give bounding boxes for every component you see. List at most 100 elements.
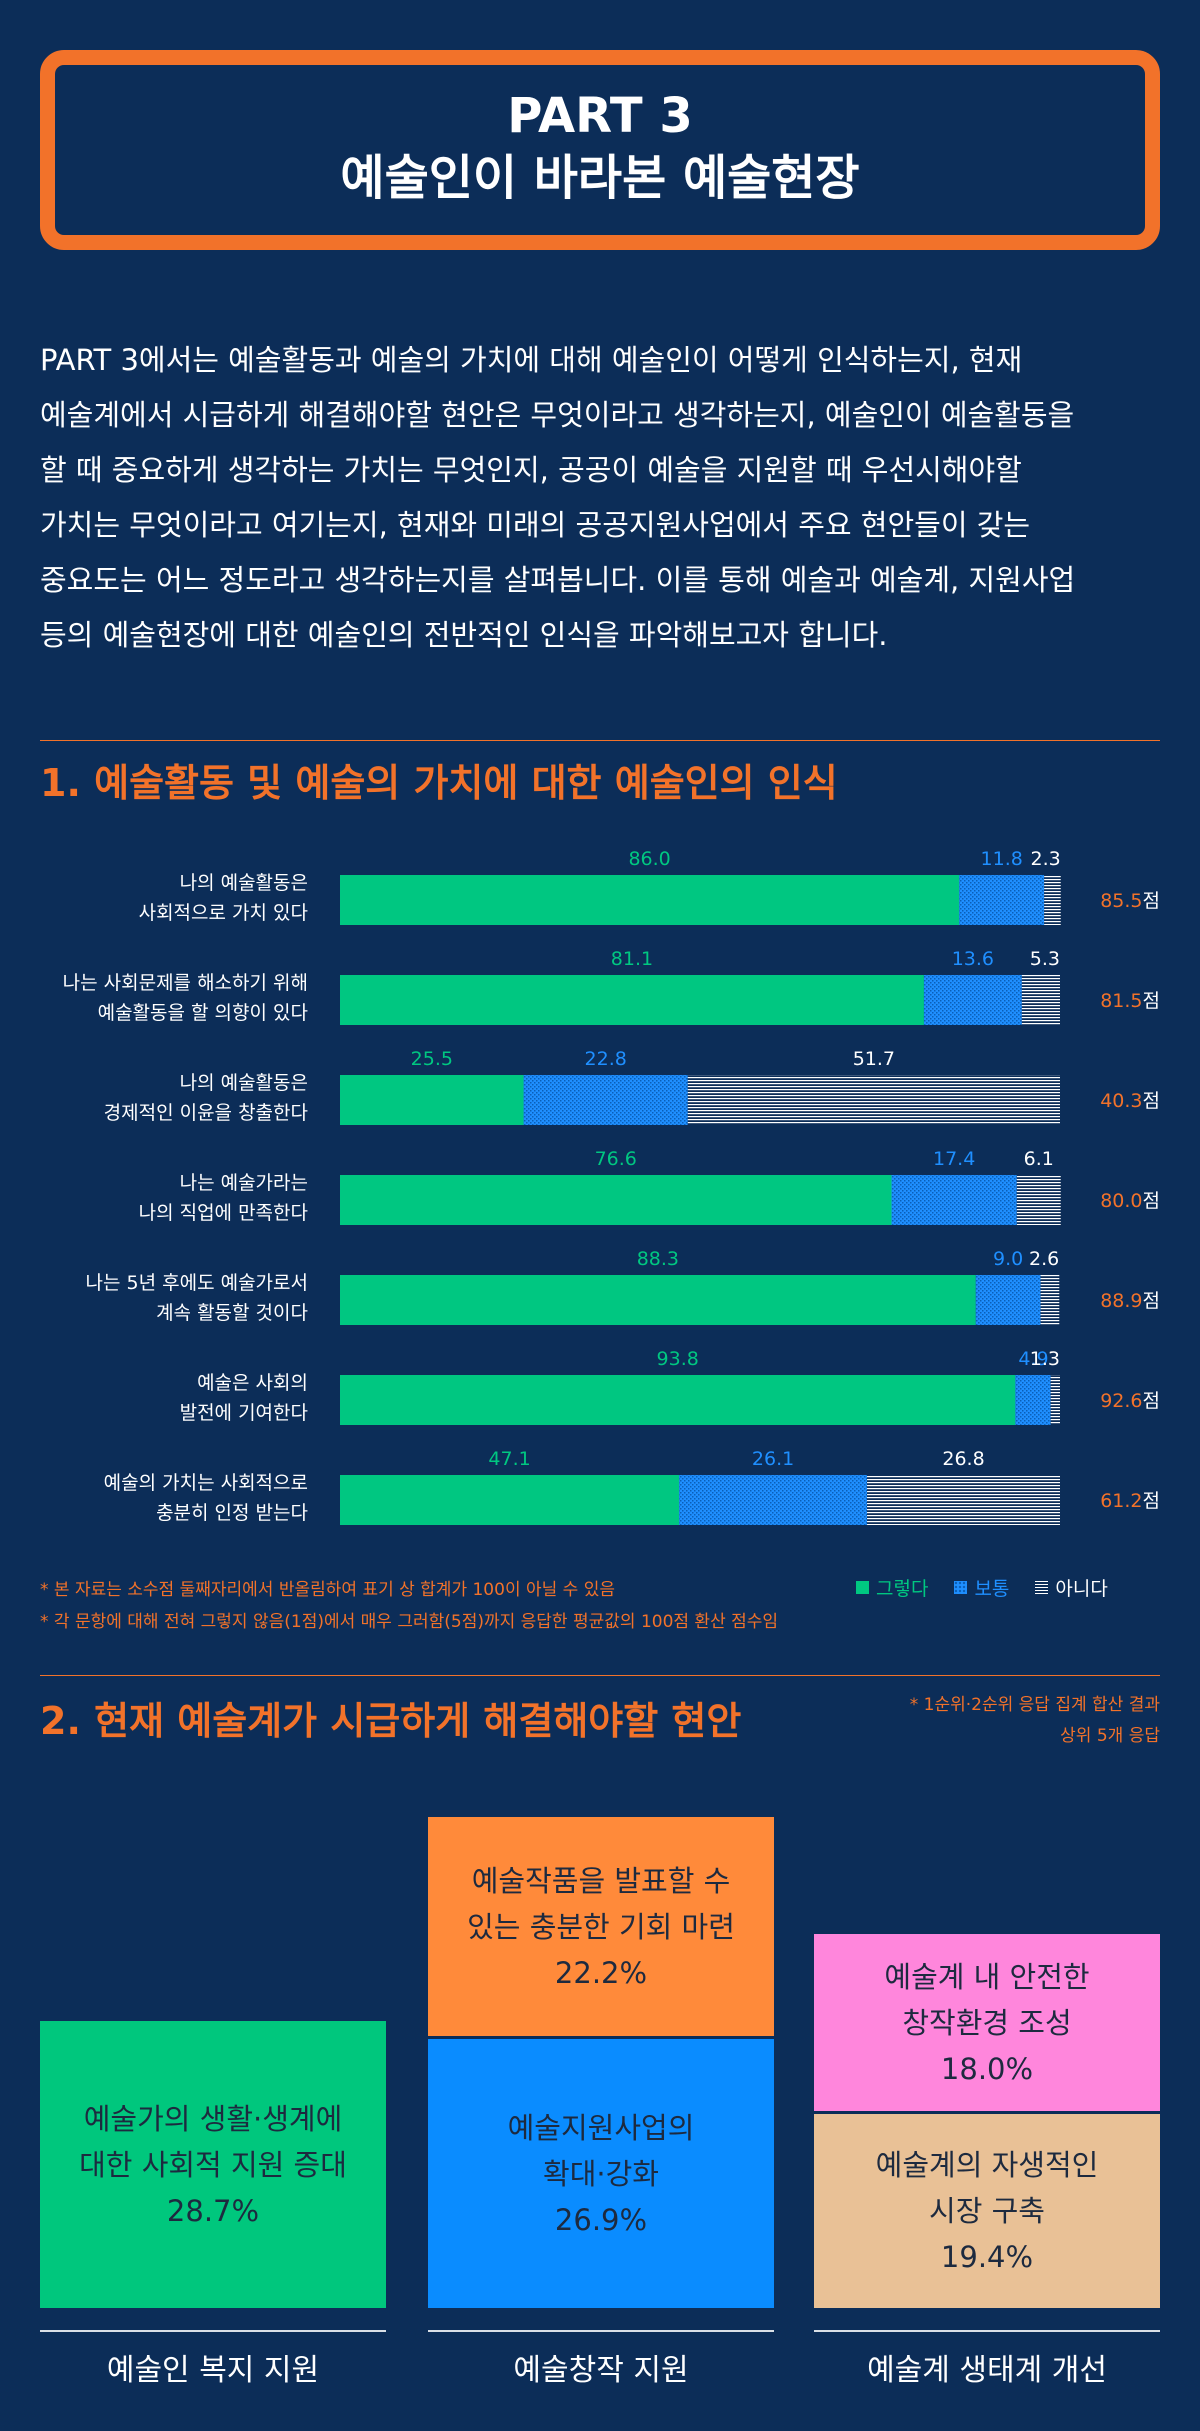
data-label: 1.3 — [1030, 1348, 1060, 1370]
category-label: 사회적으로 가치 있다 — [139, 902, 308, 924]
category-label: 나는 5년 후에도 예술가로서 — [86, 1272, 309, 1294]
data-label: 47.1 — [488, 1448, 530, 1470]
bar-segment — [975, 1275, 1041, 1325]
intro-text: PART 3에서는 예술활동과 예술의 가치에 대해 예술인이 어떻게 인식하는… — [40, 343, 1076, 652]
score-label: 92.6점 — [1100, 1390, 1160, 1412]
bar-segment — [340, 875, 960, 925]
category-label: 예술은 사회의 — [197, 1372, 308, 1394]
score-label: 88.9점 — [1100, 1290, 1160, 1312]
bar-segment — [523, 1075, 688, 1125]
bar-segment — [340, 1375, 1016, 1425]
bar-segment — [867, 1475, 1060, 1525]
legend-item-no: 아니다 — [1035, 1574, 1108, 1601]
legend-item-neutral: 보통 — [954, 1574, 1009, 1601]
tile-label: 예술지원사업의 — [507, 2110, 695, 2145]
tile-value: 28.7% — [166, 2193, 260, 2228]
data-label: 5.3 — [1030, 948, 1060, 970]
bar-segment — [1044, 875, 1061, 925]
category-label: 나의 예술활동은 — [180, 1072, 308, 1094]
tile-label: 예술계 내 안전한 — [884, 1959, 1090, 1994]
tile-value: 18.0% — [940, 2051, 1034, 2086]
bar-segment — [1021, 975, 1060, 1025]
legend-label-neutral: 보통 — [974, 1578, 1010, 1600]
bar-segment — [1040, 1275, 1060, 1325]
legend-label-yes: 그렇다 — [876, 1578, 929, 1600]
tile-label: 시장 구축 — [929, 2194, 1045, 2228]
tile-value: 26.9% — [554, 2202, 648, 2237]
data-label: 9.0 — [993, 1248, 1023, 1270]
bar-segment — [891, 1175, 1017, 1225]
bar-segment — [340, 1175, 892, 1225]
bar-segment — [1050, 1375, 1060, 1425]
data-label: 13.6 — [952, 948, 994, 970]
data-label: 2.3 — [1031, 848, 1061, 870]
legend-item-yes: 그렇다 — [856, 1574, 928, 1601]
tile-value: 22.2% — [554, 1955, 648, 1990]
category-label: 예술활동을 할 의향이 있다 — [98, 1002, 308, 1024]
bar-segment — [679, 1475, 868, 1525]
tile-label: 예술작품을 발표할 수 — [471, 1863, 731, 1898]
group-label: 예술계 생태계 개선 — [867, 2353, 1107, 2388]
bar-segment — [959, 875, 1045, 925]
rounding-note: * 본 자료는 소수점 둘째자리에서 반올림하여 표기 상 합계가 100이 아… — [40, 1580, 615, 1600]
tile-label: 있는 충분한 기회 마련 — [467, 1909, 735, 1944]
section2-note: * 1순위·2순위 응답 집계 합산 결과 상위 5개 응답 — [910, 1690, 1160, 1752]
legend-swatch-neutral — [954, 1581, 968, 1594]
chart-notes: * 본 자료는 소수점 둘째자리에서 반올림하여 표기 상 합계가 100이 아… — [40, 1574, 778, 1638]
tile-label: 창작환경 조성 — [902, 2005, 1072, 2040]
data-label: 86.0 — [628, 848, 670, 870]
data-label: 11.8 — [981, 848, 1023, 870]
group-baseline — [814, 2330, 1160, 2332]
category-label: 예술의 가치는 사회적으로 — [104, 1472, 308, 1494]
data-label: 26.1 — [752, 1448, 794, 1470]
data-label: 76.6 — [595, 1148, 637, 1170]
category-label: 나의 예술활동은 — [180, 872, 308, 894]
data-label: 81.1 — [611, 948, 653, 970]
data-label: 25.5 — [411, 1048, 453, 1070]
score-label: 81.5점 — [1100, 990, 1160, 1012]
bar-segment — [340, 1075, 524, 1125]
data-label: 51.7 — [853, 1048, 895, 1070]
legend-swatch-no — [1035, 1581, 1049, 1594]
category-label: 나의 직업에 만족한다 — [139, 1202, 308, 1224]
category-label: 충분히 인정 받는다 — [156, 1502, 308, 1524]
score-note: * 각 문항에 대해 전혀 그렇지 않음(1점)에서 매우 그러함(5점)까지 … — [40, 1612, 779, 1632]
category-label: 계속 활동할 것이다 — [156, 1302, 308, 1324]
data-label: 22.8 — [585, 1048, 627, 1070]
data-label: 6.1 — [1024, 1148, 1054, 1170]
tile-value: 19.4% — [940, 2240, 1034, 2274]
legend-swatch-yes — [856, 1581, 869, 1594]
tile-label: 대한 사회적 지원 증대 — [79, 2147, 347, 2182]
tile-label: 확대·강화 — [543, 2156, 659, 2191]
group-label: 예술창작 지원 — [513, 2353, 689, 2388]
score-label: 40.3점 — [1100, 1090, 1160, 1112]
data-label: 17.4 — [933, 1148, 975, 1170]
group-baseline — [40, 2330, 386, 2332]
data-label: 88.3 — [637, 1248, 679, 1270]
data-label: 2.6 — [1029, 1248, 1059, 1270]
data-label: 26.8 — [942, 1448, 984, 1470]
category-label: 경제적인 이윤을 창출한다 — [104, 1102, 308, 1124]
bar-segment — [340, 975, 924, 1025]
tile-label: 예술가의 생활·생계에 — [83, 2101, 343, 2136]
data-label: 93.8 — [657, 1348, 699, 1370]
group-label: 예술인 복지 지원 — [106, 2353, 320, 2388]
section2-title: 2. 현재 예술계가 시급하게 해결해야할 현안 — [40, 1699, 742, 1743]
top5-note: 상위 5개 응답 — [1060, 1726, 1160, 1746]
category-label: 발전에 기여한다 — [180, 1402, 308, 1424]
category-label: 나는 예술가라는 — [180, 1172, 308, 1194]
section2-divider — [40, 1675, 1160, 1676]
bar-segment — [340, 1275, 976, 1325]
legend-label-no: 아니다 — [1055, 1578, 1108, 1600]
score-label: 80.0점 — [1100, 1190, 1160, 1212]
tile-label: 예술계의 자생적인 — [875, 2148, 1099, 2182]
category-label: 나는 사회문제를 해소하기 위해 — [63, 972, 308, 994]
bar-segment — [340, 1475, 680, 1525]
score-label: 85.5점 — [1100, 890, 1160, 912]
group-baseline — [428, 2330, 774, 2332]
